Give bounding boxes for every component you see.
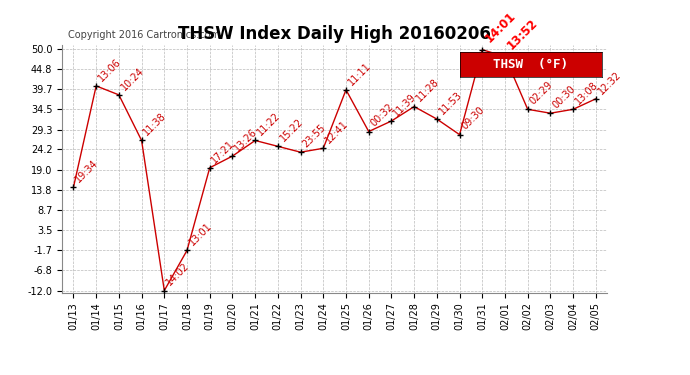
Text: 11:39: 11:39: [391, 92, 418, 118]
Title: THSW Index Daily High 20160206: THSW Index Daily High 20160206: [178, 26, 491, 44]
Text: 17:21: 17:21: [210, 138, 237, 165]
Text: 23:55: 23:55: [301, 123, 328, 149]
Text: 14:01: 14:01: [482, 10, 518, 45]
Text: 14:02: 14:02: [164, 261, 191, 288]
Text: 13:52: 13:52: [505, 17, 541, 53]
Text: 13:06: 13:06: [96, 57, 123, 83]
Text: 09:30: 09:30: [460, 105, 486, 132]
Text: 11:11: 11:11: [346, 60, 373, 87]
Text: 13:01: 13:01: [187, 221, 214, 248]
Text: 11:53: 11:53: [437, 90, 464, 116]
Text: 13:26: 13:26: [233, 126, 259, 153]
Text: 00:30: 00:30: [551, 84, 577, 110]
Text: 15:22: 15:22: [278, 117, 305, 144]
Text: 02:29: 02:29: [528, 80, 555, 106]
Text: 10:24: 10:24: [119, 65, 146, 92]
Text: 12:41: 12:41: [324, 119, 350, 146]
Text: 11:38: 11:38: [141, 111, 168, 138]
Text: 12:32: 12:32: [596, 69, 622, 96]
Text: Copyright 2016 Cartronics.com: Copyright 2016 Cartronics.com: [68, 30, 219, 40]
Text: 13:08: 13:08: [573, 80, 600, 106]
Text: 00:32: 00:32: [368, 102, 395, 129]
Text: 11:28: 11:28: [414, 77, 441, 104]
Text: 11:22: 11:22: [255, 111, 282, 138]
Text: 19:34: 19:34: [73, 158, 100, 184]
